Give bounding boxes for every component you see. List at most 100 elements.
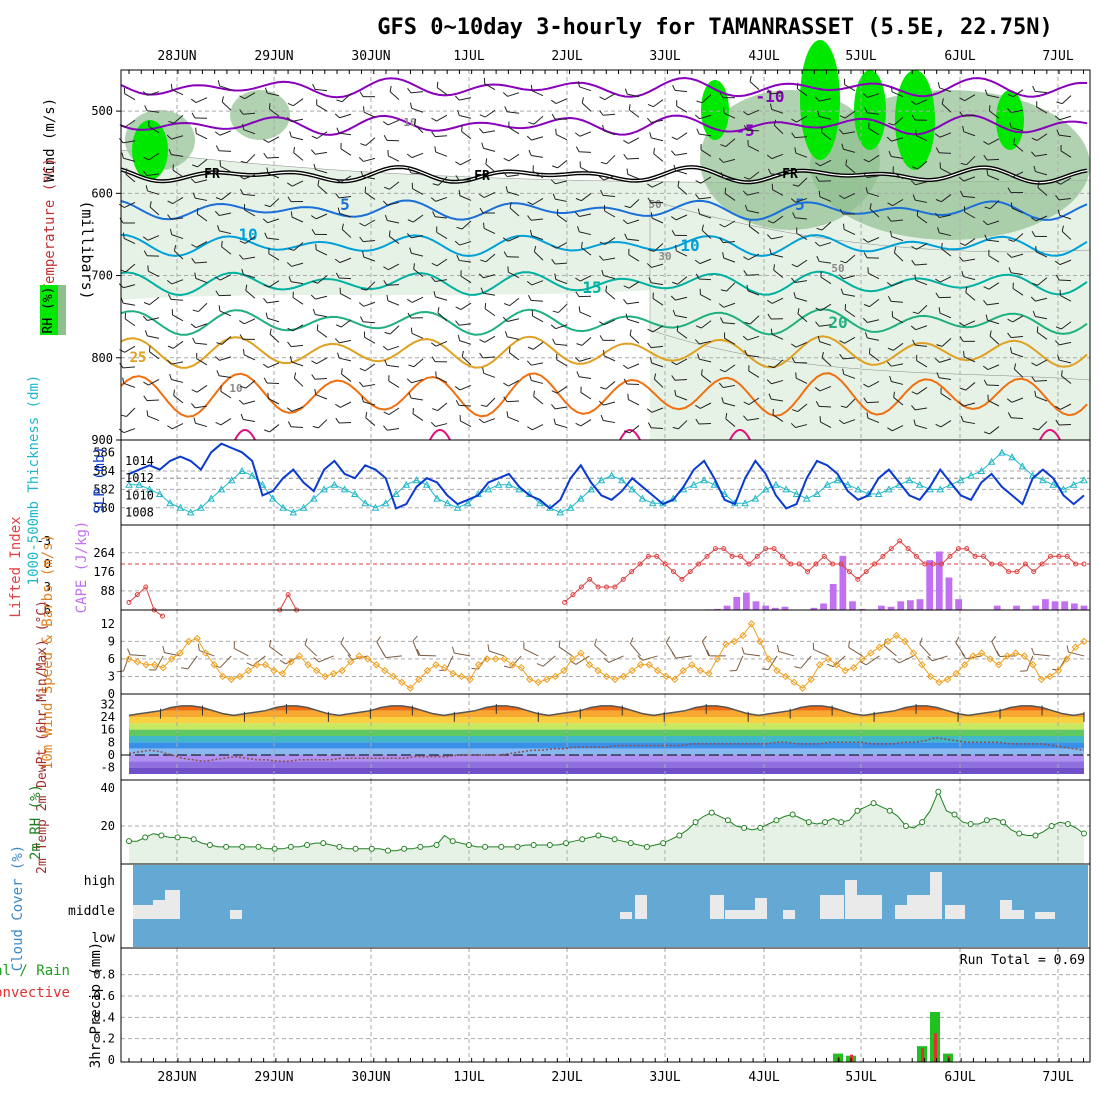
wind-barb [743,171,760,180]
barb-shaft [778,651,795,657]
wind-barb [1060,144,1072,158]
barb-shaft [627,219,640,225]
barb-shaft [531,90,544,97]
barb-shaft [723,257,736,263]
barb-shaft [124,119,136,128]
barb-flag [169,373,172,380]
lifted-point [855,576,861,582]
wind-barb [143,395,160,402]
barb-shaft [363,401,376,406]
barb-flag [916,354,918,361]
barb-shaft [629,334,640,344]
barb-shaft [916,360,928,368]
wind-barb [718,158,736,163]
barb-flag [743,270,748,276]
wind-barb [407,312,424,319]
wind-barb [941,98,952,113]
barb-shaft [820,421,832,428]
barb-shaft [867,417,880,424]
barb-flag [336,127,340,134]
barb-shaft [508,380,520,387]
wind-barb [841,143,856,153]
barb-flag [838,129,844,135]
barb-flag [289,356,293,363]
ytick-label-left: -3 [37,534,51,548]
barb-flag [454,95,460,101]
barb-shaft [534,251,544,261]
barb-shaft [820,303,832,312]
barb-shaft [316,104,328,112]
barb-shaft [364,192,376,200]
barb-shaft [388,155,400,162]
barb-shaft [579,357,592,362]
barb-shaft [220,165,232,173]
wind-barb [215,418,232,426]
barb-flag [697,353,700,360]
barb-shaft [294,377,304,387]
ytick-label: 0 [108,1053,115,1067]
barb-flag [1061,370,1063,377]
wind-barb [533,390,544,405]
barb-shaft [531,154,544,158]
cape-bar [781,606,789,610]
wind-barb [791,132,808,139]
barb-flag [316,324,319,331]
wind-barb [192,337,208,345]
wind-barb [311,149,328,155]
wind-barb [173,389,184,404]
wind-barb [599,319,616,326]
wind-barb [503,297,520,307]
wind-barb [479,109,496,118]
wind-barb [935,147,952,154]
barb-flag [286,407,293,412]
barb-flag [624,88,628,95]
wind-barb [195,127,208,140]
barb-shaft [315,88,328,92]
barb-flag [599,321,605,326]
barb-flag [432,408,438,412]
wind-barb [316,99,328,112]
wind-barb [604,205,616,218]
barb-shaft [893,116,904,126]
thickness-point [453,503,462,511]
thickness-point [1080,476,1088,484]
barb-flag [240,160,247,164]
barb-flag [988,249,990,256]
barb-flag [790,343,797,348]
ytick-label: 700 [91,269,113,283]
cape-bar [1051,601,1059,610]
barb-shaft [865,655,880,666]
barb-shaft [699,196,712,200]
wind-barb [818,190,832,202]
wind-barb [959,320,976,327]
barb-flag [927,655,933,662]
ytick-label-left: 584 [93,464,115,478]
barb-flag [264,204,271,208]
barb-flag [623,139,629,144]
wind-barb [554,273,568,285]
wind-barb [814,96,832,102]
barb-flag [677,180,680,187]
date-label-bottom: 3JUL [649,1070,680,1085]
wind-barb [743,253,760,261]
wind-barb [127,648,147,657]
ytick-label: 20 [101,819,115,833]
barb-flag [334,338,340,344]
lifted-point [570,592,576,598]
wind-barb [214,356,232,361]
wind-barb [599,93,616,101]
barb-shaft [579,213,592,217]
barb-flag [767,299,773,304]
wind-barb [647,99,664,108]
wind-barb [839,336,856,344]
y-axis-label: (millibars) [78,200,96,299]
barb-shaft [843,229,856,236]
barb-shaft [389,91,400,101]
wind-barb [623,281,640,289]
barb-flag [1055,181,1062,185]
barb-flag [416,649,421,656]
barb-flag [914,274,917,281]
barb-flag [936,372,940,378]
barb-flag [674,389,677,396]
barb-shaft [771,236,784,240]
